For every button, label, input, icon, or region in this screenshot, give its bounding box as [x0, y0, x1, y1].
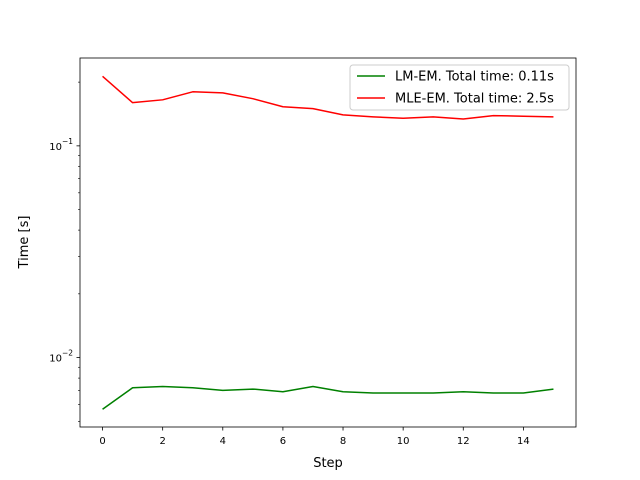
- x-tick-label: 4: [220, 436, 226, 447]
- y-axis-label: Time [s]: [17, 216, 32, 270]
- plot-frame: [79, 57, 577, 428]
- legend-entry-label: MLE-EM. Total time: 2.5s: [395, 92, 554, 107]
- y-tick-label: 10−1: [49, 137, 73, 153]
- legend: LM-EM. Total time: 0.11s MLE-EM. Total ti…: [349, 64, 570, 111]
- x-axis-label: Step: [313, 456, 343, 471]
- y-tick-label: 10−2: [49, 349, 73, 365]
- x-tick-label: 12: [457, 436, 470, 447]
- series-line-0: [102, 385, 554, 410]
- x-tick-label: 0: [99, 436, 105, 447]
- x-tick-label: 8: [340, 436, 346, 447]
- x-axis-ticks: 0 2 4 6 8 10 12 14: [99, 427, 530, 447]
- series-line-1: [102, 75, 554, 120]
- plot-area: [80, 58, 576, 427]
- x-tick-label: 6: [280, 436, 286, 447]
- y-axis-ticks: 10−2 10−1: [49, 81, 80, 422]
- x-tick-label: 10: [397, 436, 410, 447]
- x-tick-label: 14: [517, 436, 530, 447]
- x-tick-label: 2: [159, 436, 165, 447]
- series-layer: [102, 75, 554, 410]
- legend-box: [349, 64, 570, 111]
- legend-entry-label: LM-EM. Total time: 0.11s: [395, 70, 554, 85]
